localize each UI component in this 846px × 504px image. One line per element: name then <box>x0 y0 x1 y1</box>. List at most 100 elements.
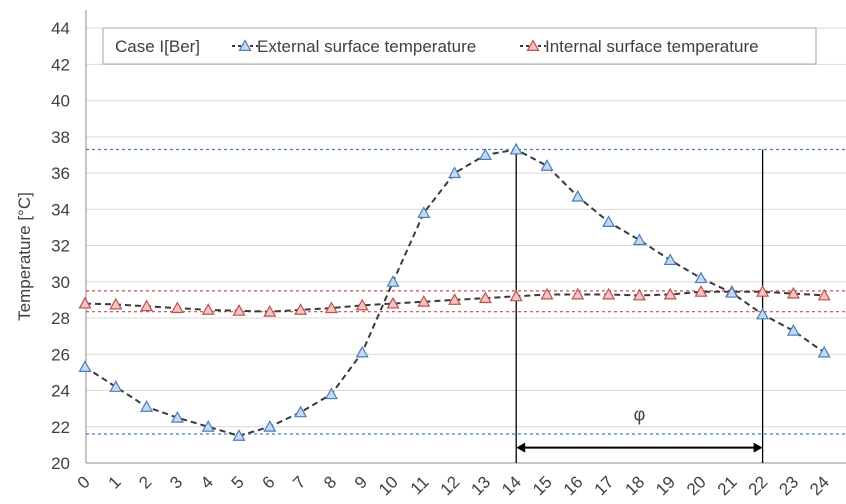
arrowhead-left <box>516 442 526 453</box>
x-tick-label: 8 <box>320 472 340 492</box>
internal-data-point <box>448 293 462 305</box>
external-data-point <box>417 206 431 218</box>
external-data-point <box>448 166 462 179</box>
reference-lines-layer <box>86 148 846 463</box>
legend: Case I[Ber] External surface temperature I… <box>102 27 817 65</box>
external-data-point <box>355 345 369 358</box>
legend-marker <box>526 39 540 52</box>
x-tick-label: 20 <box>683 472 710 499</box>
internal-data-point <box>201 303 215 315</box>
external-data-point <box>78 360 92 372</box>
external-data-point <box>602 215 616 228</box>
y-tick-label: 22 <box>51 418 70 437</box>
external-data-point <box>170 410 184 423</box>
y-tick-label: 40 <box>51 92 70 111</box>
series-layer <box>78 142 831 441</box>
internal-data-point <box>294 303 308 315</box>
internal-data-point <box>694 285 708 297</box>
legend-marker <box>238 39 252 52</box>
x-tick-label: 5 <box>228 472 248 492</box>
legend-entry-label: External surface temperature <box>257 37 476 56</box>
external-data-point <box>232 429 246 441</box>
external-data-point <box>663 253 677 266</box>
y-tick-label: 20 <box>51 454 70 473</box>
x-tick-label: 6 <box>258 472 278 492</box>
internal-data-point <box>140 299 154 312</box>
internal-data-point <box>632 288 646 301</box>
x-tick-label: 22 <box>745 472 772 499</box>
arrowhead-right <box>753 442 763 453</box>
y-tick-label: 42 <box>51 55 70 74</box>
internal-data-point <box>170 301 184 314</box>
y-tick-label: 36 <box>51 164 70 183</box>
y-tick-label: 26 <box>51 345 70 364</box>
internal-data-point <box>109 297 123 310</box>
x-tick-label: 2 <box>135 472 155 492</box>
internal-data-point <box>602 287 616 300</box>
x-tick-label: 14 <box>498 472 525 499</box>
external-data-point <box>786 323 800 336</box>
x-tick-label: 23 <box>775 472 802 499</box>
y-tick-label: 32 <box>51 237 70 256</box>
x-tick-label: 13 <box>467 472 494 499</box>
legend-entry-label: Internal surface temperature <box>545 37 759 56</box>
external-data-point <box>201 420 215 432</box>
external-data-point <box>756 307 770 320</box>
internal-data-point <box>386 296 400 309</box>
x-tick-label: 17 <box>591 472 618 499</box>
x-tick-label: 15 <box>529 472 556 499</box>
x-tick-label: 18 <box>621 472 648 499</box>
external-data-point <box>386 275 400 287</box>
legend-box <box>102 27 817 65</box>
internal-data-point <box>509 289 523 302</box>
external-data-point <box>263 420 277 432</box>
x-tick-label: 1 <box>104 472 124 492</box>
y-tick-label: 44 <box>51 19 70 38</box>
x-tick-label: 24 <box>806 472 833 499</box>
internal-data-point <box>324 301 338 314</box>
internal-data-point <box>478 291 492 304</box>
x-tick-label: 12 <box>437 472 464 499</box>
y-tick-label: 24 <box>51 382 70 401</box>
internal-data-point <box>78 296 92 309</box>
internal-data-point <box>263 304 277 317</box>
grid-layer <box>86 27 846 428</box>
external-data-point <box>571 189 585 202</box>
y-tick-label: 34 <box>51 200 70 219</box>
external-data-point <box>140 400 154 412</box>
internal-data-point <box>571 287 585 300</box>
external-data-point <box>109 380 123 392</box>
y-tick-label: 38 <box>51 128 70 147</box>
x-tick-label: 3 <box>166 472 186 492</box>
y-tick-label: 30 <box>51 273 70 292</box>
internal-data-point <box>417 294 431 307</box>
internal-data-point <box>756 285 770 297</box>
series-line-external <box>84 148 825 437</box>
x-tick-label: 16 <box>560 472 587 499</box>
external-data-point <box>509 142 523 155</box>
internal-data-point <box>355 298 369 311</box>
internal-data-point <box>663 287 677 300</box>
legend-title: Case I[Ber] <box>115 37 200 56</box>
x-tick-label: 19 <box>652 472 679 499</box>
external-data-point <box>294 405 308 418</box>
x-tick-label: 11 <box>407 472 433 498</box>
external-data-point <box>540 159 554 171</box>
y-tick-label: 28 <box>51 309 70 328</box>
external-data-point <box>478 148 492 160</box>
internal-data-point <box>540 287 554 300</box>
internal-data-point <box>817 288 831 301</box>
external-data-point <box>694 271 708 284</box>
x-tick-label: 0 <box>74 472 94 492</box>
external-data-point <box>817 345 831 358</box>
external-data-point <box>324 387 338 400</box>
x-tick-label: 9 <box>351 472 371 492</box>
annotation-layer: φ <box>516 405 763 453</box>
x-tick-label: 10 <box>375 472 402 499</box>
x-tick-label: 7 <box>289 472 309 492</box>
x-tick-label: 21 <box>714 472 741 499</box>
external-data-point <box>725 285 739 298</box>
